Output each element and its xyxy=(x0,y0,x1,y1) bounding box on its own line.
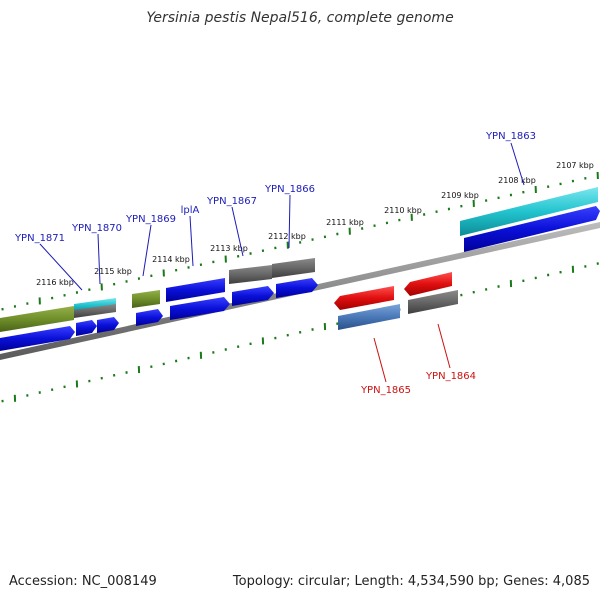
gene-feature-blue[interactable] xyxy=(166,278,225,302)
gene-label-ypn-1865[interactable]: YPN_1865 xyxy=(360,385,411,396)
tick-row-top xyxy=(1,171,599,311)
kbp-labels: 2107 kbp 2108 kbp 2109 kbp 2110 kbp 2111 kbp… xyxy=(36,161,594,287)
kbp-label: 2110 kbp xyxy=(384,206,422,215)
gene-label-ypn-1867[interactable]: YPN_1867 xyxy=(206,196,257,207)
gene-feature-blue[interactable] xyxy=(0,326,75,351)
gene-feature-blue[interactable] xyxy=(136,309,163,326)
gene-label-lpla[interactable]: lplA xyxy=(181,205,200,216)
gene-label-ypn-1863[interactable]: YPN_1863 xyxy=(485,131,536,142)
gene-feature-red[interactable] xyxy=(334,286,394,310)
kbp-label: 2109 kbp xyxy=(441,191,479,200)
genome-summary-text: Topology: circular; Length: 4,534,590 bp… xyxy=(232,574,590,589)
gene-label-ypn-1866[interactable]: YPN_1866 xyxy=(264,184,315,195)
kbp-label: 2107 kbp xyxy=(556,161,594,170)
gene-feature-gray[interactable] xyxy=(74,304,116,318)
kbp-label: 2112 kbp xyxy=(268,232,306,241)
gene-label-ypn-1869[interactable]: YPN_1869 xyxy=(125,214,176,225)
gene-feature-blue[interactable] xyxy=(276,278,318,298)
gene-features xyxy=(0,187,600,351)
gene-feature-red[interactable] xyxy=(404,272,452,296)
gene-feature-blue[interactable] xyxy=(232,286,274,306)
kbp-label: 2116 kbp xyxy=(36,278,74,287)
gene-label-ypn-1870[interactable]: YPN_1870 xyxy=(71,223,122,234)
gene-feature-gray[interactable] xyxy=(272,258,315,278)
accession-text: Accession: NC_008149 xyxy=(9,574,157,589)
gene-feature-blue[interactable] xyxy=(76,320,97,336)
gene-feature-olive[interactable] xyxy=(132,290,160,308)
map-title: Yersinia pestis Nepal516, complete genom… xyxy=(146,10,454,26)
kbp-label: 2115 kbp xyxy=(94,267,132,276)
gene-feature-gray[interactable] xyxy=(229,265,272,284)
kbp-label: 2111 kbp xyxy=(326,218,364,227)
gene-label-ypn-1871[interactable]: YPN_1871 xyxy=(14,233,65,244)
gene-feature-gray[interactable] xyxy=(408,290,458,314)
gene-feature-blue[interactable] xyxy=(97,317,119,333)
kbp-label: 2108 kbp xyxy=(498,176,536,185)
gene-name-labels: YPN_1863 YPN_1866 YPN_1867 lplA YPN_1869… xyxy=(14,131,536,396)
gene-feature-olive[interactable] xyxy=(0,306,74,332)
kbp-label: 2114 kbp xyxy=(152,255,190,264)
label-leaders xyxy=(39,142,525,383)
kbp-label: 2113 kbp xyxy=(210,244,248,253)
gene-feature-blue[interactable] xyxy=(464,206,600,252)
gene-feature-steel[interactable] xyxy=(338,304,400,330)
gene-feature-cyan[interactable] xyxy=(460,187,598,236)
gene-label-ypn-1864[interactable]: YPN_1864 xyxy=(425,371,476,382)
gene-feature-blue[interactable] xyxy=(170,297,230,320)
